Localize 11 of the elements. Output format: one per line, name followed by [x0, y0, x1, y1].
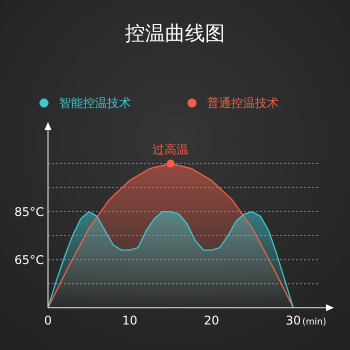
legend-label: 智能控温技术 — [59, 96, 131, 110]
legend-label: 普通控温技术 — [207, 96, 279, 110]
x-tick-label: 30 — [286, 314, 301, 328]
y-tick-label: 85°C — [14, 205, 44, 220]
x-tick-label: 10 — [122, 314, 138, 328]
x-axis-title: (min) — [302, 318, 326, 328]
chart-title: 控温曲线图 — [125, 21, 225, 45]
annotation: 过高温 — [152, 142, 189, 157]
x-tick-label: 20 — [204, 314, 220, 328]
y-tick-label: 65°C — [14, 253, 44, 268]
x-tick-label: 0 — [44, 314, 52, 328]
